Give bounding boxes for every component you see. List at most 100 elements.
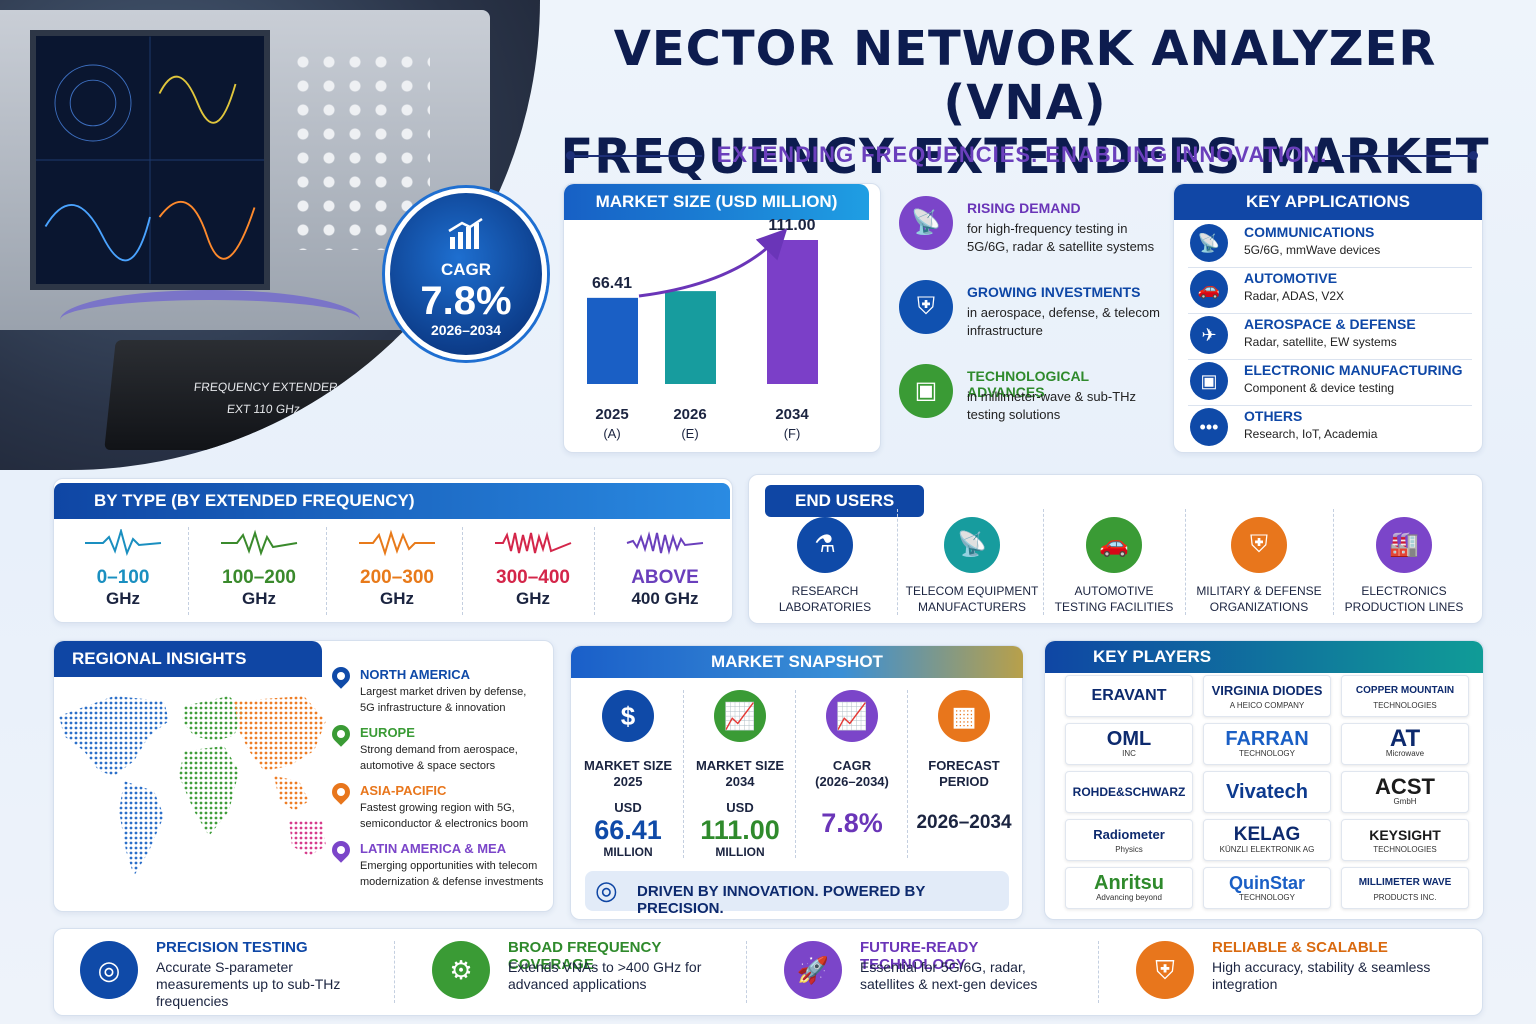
map-pin-icon [328,721,354,747]
player-logo: COPPER MOUNTAIN TECHNOLOGIES [1341,675,1469,717]
by-type-heading: BY TYPE (BY EXTENDED FREQUENCY) [54,483,730,519]
key-applications-heading: KEY APPLICATIONS [1174,184,1482,220]
x-tick-note: (F) [784,426,801,441]
feature-item: ◎ PRECISION TESTING Accurate S-parameter m… [54,937,384,1013]
snapshot-label: CAGR (2026–2034) [815,758,889,789]
vna-instrument-image [0,10,490,330]
extender-model: EXT 110 GHz [226,402,301,416]
calendar-icon: ▦ [938,690,990,742]
player-name: COPPER MOUNTAIN [1355,685,1455,696]
snapshot-item: ▦ FORECAST PERIOD 2026–2034 [909,690,1019,838]
application-desc: Research, IoT, Academia [1244,427,1378,441]
type-unit: GHz [242,589,276,608]
dollar-icon: $ [602,690,654,742]
type-unit: GHz [380,589,414,608]
title-line-2: FREQUENCY EXTENDERS MARKET [560,129,1490,185]
map-pin-icon [328,837,354,863]
feature-item: ⛨ RELIABLE & SCALABLE High accuracy, stabi… [1110,937,1440,1013]
player-name: Radiometer [1093,827,1165,842]
feature-title: FUTURE-READY TECHNOLOGY [860,939,979,973]
flask-icon: ⚗ [797,517,853,573]
end-user-line2: TESTING FACILITIES [1054,600,1174,614]
driver-item: ▣ TECHNOLOGICAL ADVANCES in millimeter-w… [895,358,1165,438]
dots-icon: ••• [1190,408,1228,446]
player-logo: KEYSIGHT TECHNOLOGIES [1341,819,1469,861]
divider [394,941,395,1003]
feature-desc: Extends VNAs to >400 GHz for advanced ap… [508,959,702,992]
driver-title: TECHNOLOGICAL ADVANCES [967,368,1089,400]
divider-dot [1469,151,1478,160]
type-item: 200–300 GHz [332,523,462,618]
application-item: 🚗 AUTOMOTIVE Radar, ADAS, V2X [1188,268,1472,314]
region-title: ASIA-PACIFIC [360,783,447,798]
page-title: VECTOR NETWORK ANALYZER (VNA) FREQUENCY … [560,22,1490,184]
application-title: COMMUNICATIONS [1244,224,1375,240]
type-unit: GHz [106,589,140,608]
feature-title: BROAD FREQUENCY COVERAGE [508,939,662,973]
shield-icon: ⛨ [1136,941,1194,999]
growth-chart-icon [390,217,542,258]
wave-icon [85,529,162,557]
market-size-chart: 2025 (A) 66.41 2026 (E) 2034 (F) 111.00 [587,217,818,441]
regional-insights-panel: REGIONAL INSIGHTS NORTH AMERICA Largest m… [53,640,554,912]
player-name: Anritsu [1094,872,1164,894]
tower-icon: 📡 [1190,224,1228,262]
car-icon: 🚗 [1190,270,1228,308]
driver-title: GROWING INVESTMENTS [967,284,1141,300]
type-unit: 400 GHz [631,589,699,608]
cagr-period: 2026–2034 [430,322,502,338]
application-desc: 5G/6G, mmWave devices [1244,243,1381,257]
divider [1333,509,1334,615]
map-pin-icon [328,779,354,805]
key-applications-panel: KEY APPLICATIONS 📡 COMMUNICATIONS 5G/6G,… [1173,183,1483,453]
data-label: 66.41 [592,275,632,292]
application-desc: Component & device testing [1244,381,1395,395]
growth-arrow [638,228,788,298]
region-title: NORTH AMERICA [360,667,471,682]
type-range: 0–100 [96,567,150,588]
snapshot-unit-sub: MILLION [603,845,653,859]
world-map [59,696,326,876]
cable [60,290,360,350]
player-name: ACST [1375,774,1435,799]
player-logo: AT Microwave [1341,723,1469,765]
shield-icon: ⛨ [1231,517,1287,573]
player-logo: ROHDE&SCHWARZ [1065,771,1193,813]
wave-icon [495,531,572,554]
player-logo: MILLIMETER WAVE PRODUCTS INC. [1341,867,1469,909]
tower-icon: 📡 [944,517,1000,573]
player-logo: Vivatech [1203,771,1331,813]
chart-icon: 📈 [826,690,878,742]
end-users-panel: END USERS ⚗ RESEARCH LABORATORIES 📡 TELEC… [748,474,1483,624]
target-icon: ◎ [80,941,138,999]
snapshot-value: 7.8% [821,808,883,838]
end-user-item: 🏭 ELECTRONICS PRODUCTION LINES [1334,515,1474,615]
features-strip: ◎ PRECISION TESTING Accurate S-parameter m… [53,928,1483,1016]
map-pin-icon [328,663,354,689]
feature-item: 🚀 FUTURE-READY TECHNOLOGY Essential for 5G… [758,937,1088,1013]
type-range: 200–300 [360,567,434,588]
bar-2025 [587,297,638,384]
regional-heading: REGIONAL INSIGHTS [54,641,322,677]
snapshot-value: 111.00 [700,815,780,845]
snapshot-label: MARKET SIZE 2025 [583,758,673,789]
end-user-line2: MANUFACTURERS [917,600,1026,614]
x-tick-label: 2026 [673,406,706,423]
car-icon: 🚗 [1086,517,1142,573]
x-tick-label: 2034 [775,406,809,423]
player-name: QuinStar [1228,873,1305,893]
player-name: MILLIMETER WAVE [1358,877,1452,888]
player-logo: Anritsu Advancing beyond [1065,867,1193,909]
region-desc: Largest market driven by defense, 5G infr… [360,686,527,714]
divider [683,690,684,858]
frequency-extender-box: FREQUENCY EXTENDER EXT 110 GHz [104,340,426,450]
end-user-item: 📡 TELECOM EQUIPMENT MANUFACTURERS [902,515,1042,615]
divider [462,527,463,615]
divider [795,690,796,858]
type-range: 100–200 [222,567,296,588]
region-desc: Strong demand from aerospace, automotive … [360,744,518,772]
player-sub: Microwave [1385,749,1425,758]
player-name: KEYSIGHT [1369,827,1441,843]
gear-icon: ⚙ [432,941,490,999]
chip-icon: ▣ [899,364,953,418]
